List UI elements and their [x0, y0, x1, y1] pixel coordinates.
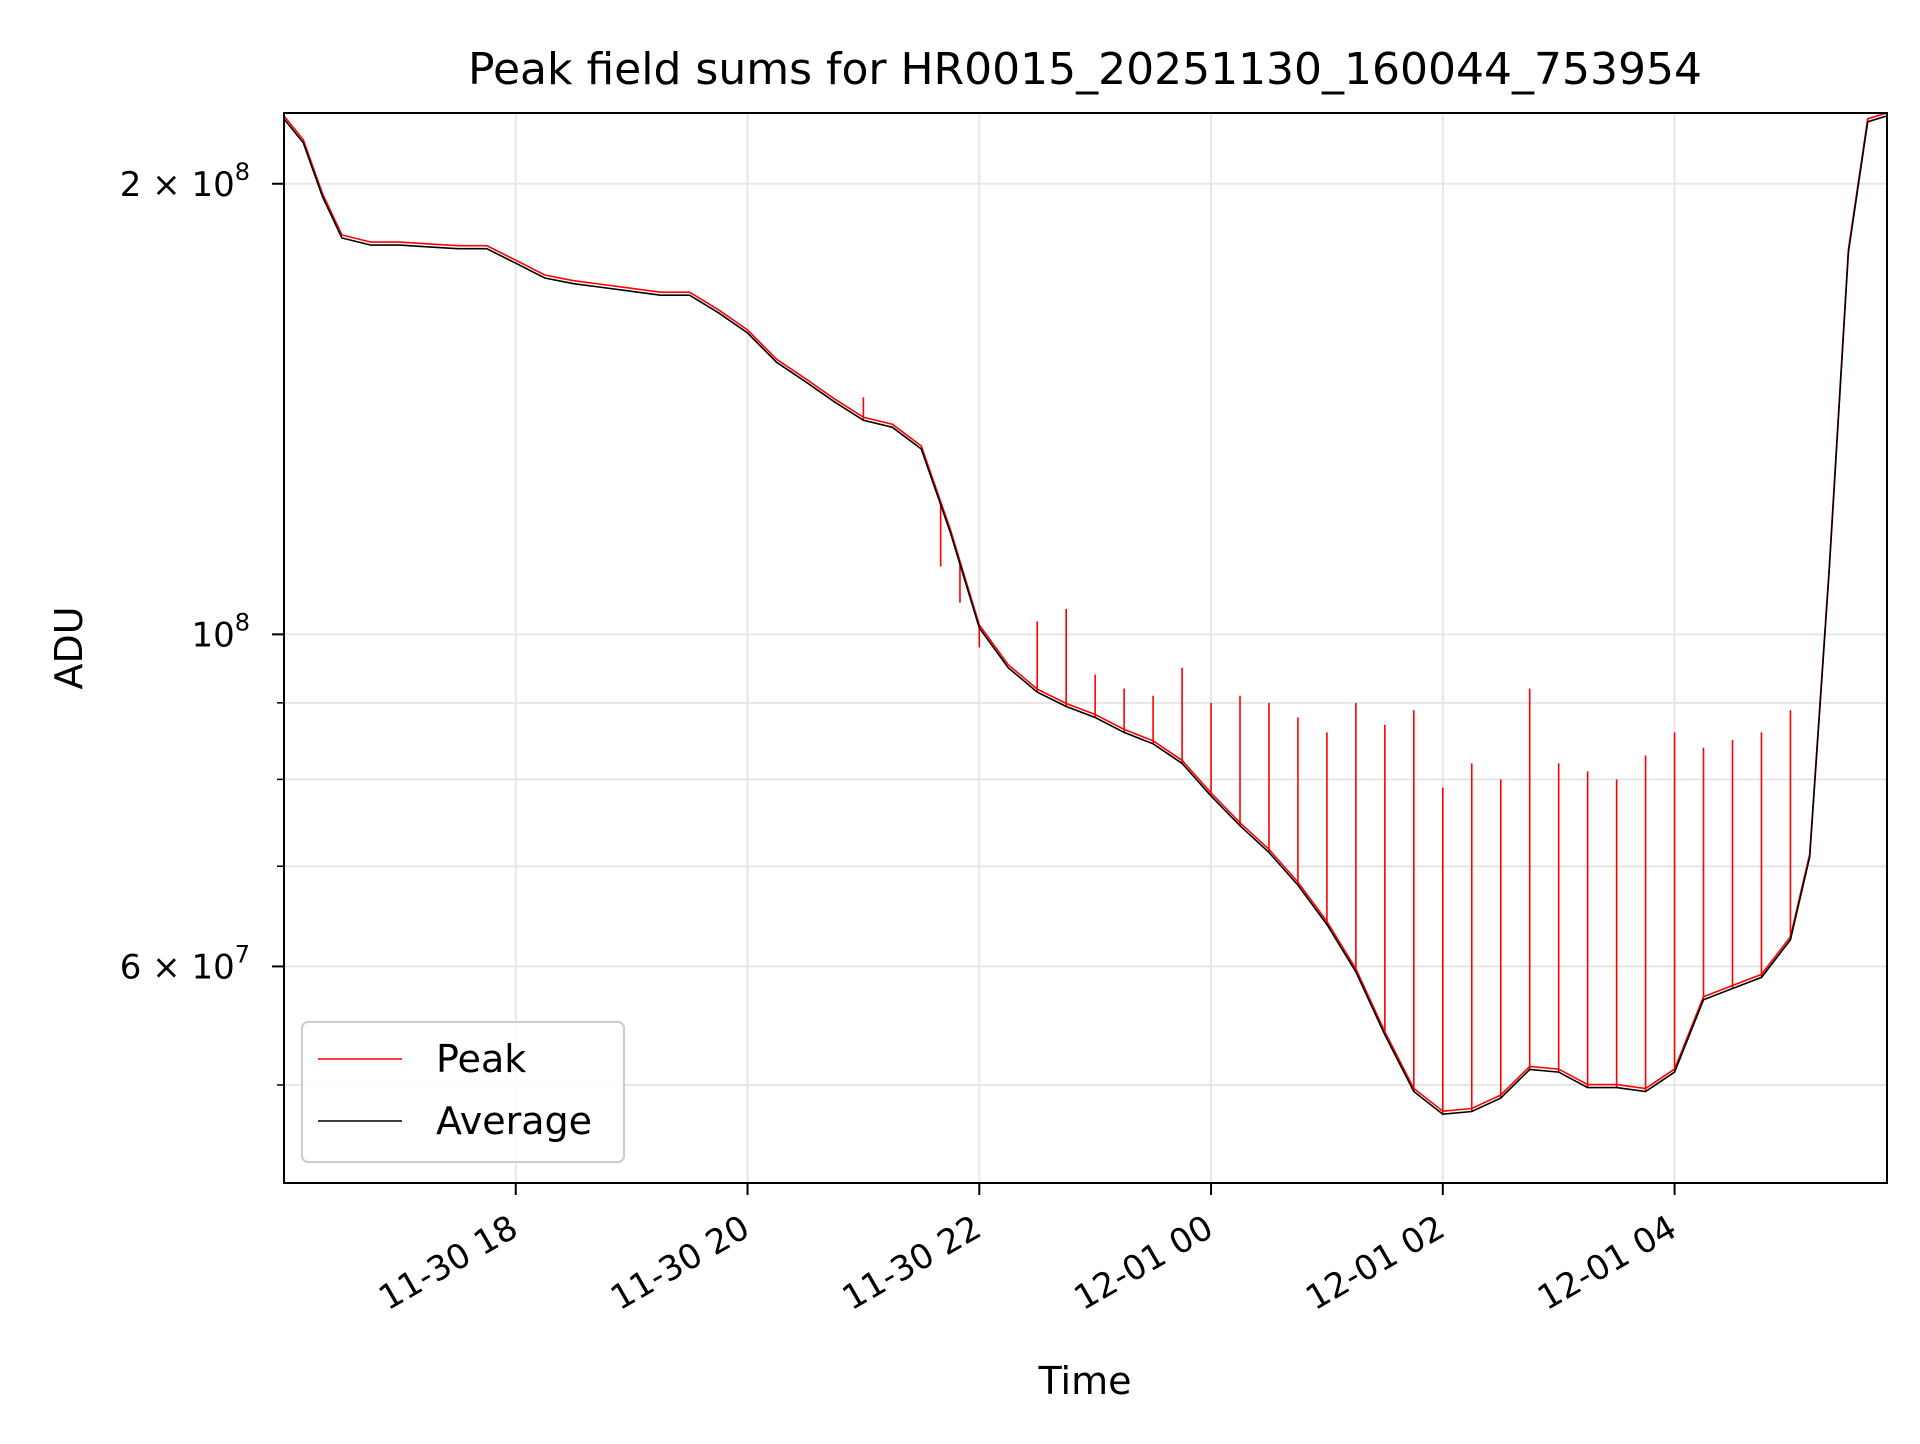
y-axis-label: ADU — [47, 606, 91, 689]
chart-title: Peak field sums for HR0015_20251130_1600… — [468, 44, 1702, 95]
average-line — [284, 115, 1887, 1116]
x-axis-label: Time — [1038, 1359, 1132, 1403]
y-tick-label: 2 × 108 — [120, 158, 250, 205]
legend-label-average: Average — [436, 1099, 592, 1143]
series-layer — [284, 113, 1887, 1116]
legend-box — [301, 1021, 625, 1163]
legend: Peak Average — [301, 1021, 625, 1163]
legend-label-peak: Peak — [436, 1037, 526, 1081]
plot-frame — [283, 112, 1888, 1184]
y-tick-label: 6 × 107 — [120, 940, 250, 987]
